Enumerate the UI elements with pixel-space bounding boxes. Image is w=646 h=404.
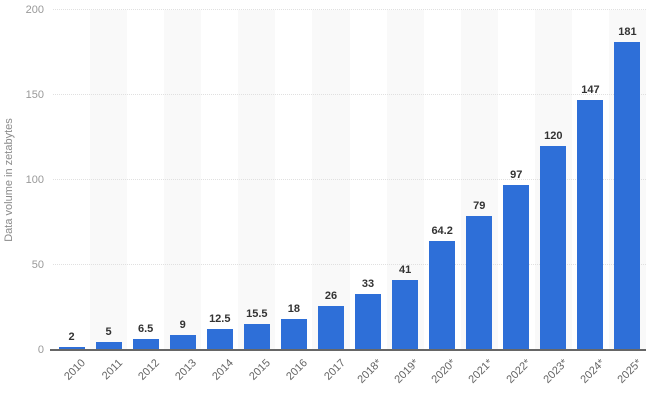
bar-2017	[317, 305, 344, 350]
bar-value-label: 181	[618, 26, 637, 39]
y-tick-label-50: 50	[31, 259, 44, 271]
bar-2010	[58, 346, 85, 350]
bar-2019*	[392, 280, 419, 350]
bar-value-label: 64.2	[431, 224, 453, 237]
x-tick-label-2015: 2015	[247, 357, 274, 383]
bar-value-label: 120	[544, 130, 563, 142]
bar-2011	[95, 341, 122, 350]
bar-2018*	[355, 293, 382, 350]
gridline-100	[53, 179, 646, 180]
bar-value-label: 2	[68, 330, 75, 343]
x-axis-line	[50, 349, 646, 351]
x-tick-label-2012: 2012	[136, 357, 163, 383]
bar-2012	[132, 338, 159, 350]
bar-2023*	[540, 146, 567, 350]
gridline-150	[53, 94, 646, 95]
bar-value-label: 9	[179, 318, 186, 331]
x-tick-label-2010: 2010	[62, 357, 88, 383]
x-tick-label-2024*: 2024*	[578, 357, 607, 386]
gridline-50	[53, 264, 646, 265]
plot-band: 26	[312, 10, 350, 350]
bar-value-label: 79	[473, 199, 486, 212]
bar-value-label: 26	[324, 289, 338, 302]
plot-band: 97	[498, 10, 535, 350]
plot-band: 33	[350, 10, 387, 350]
bar-value-label: 33	[361, 277, 375, 290]
x-tick-label-2019*: 2019*	[392, 357, 422, 386]
bar-value-label: 15.5	[246, 307, 268, 320]
plot-band: 9	[164, 10, 202, 350]
bar-value-label: 6.5	[138, 322, 154, 335]
bar-value-label: 5	[105, 325, 112, 338]
plot-band: 18	[275, 10, 312, 350]
plot-band: 181	[608, 10, 646, 350]
x-tick-label-2022*: 2022*	[503, 357, 533, 386]
bar-value-label: 12.5	[209, 312, 231, 325]
x-tick-label-2023*: 2023*	[540, 357, 570, 386]
x-tick-label-2016: 2016	[284, 357, 311, 383]
plot-band: 41	[386, 10, 424, 350]
bar-2013	[169, 334, 196, 350]
plot-band: 79	[460, 10, 498, 350]
y-tick-label-100: 100	[25, 174, 44, 186]
x-tick-label-2020*: 2020*	[429, 357, 459, 386]
bar-2020*	[429, 240, 456, 350]
gridline-200	[53, 9, 646, 10]
x-tick-label-2018*: 2018*	[355, 357, 385, 386]
bar-value-label: 97	[510, 169, 523, 182]
x-tick-label-2021*: 2021*	[466, 357, 496, 386]
bar-2015	[243, 323, 270, 350]
y-tick-label-0: 0	[37, 344, 44, 356]
plot-band: 64.2	[424, 10, 461, 350]
x-tick-label-2011: 2011	[99, 357, 126, 383]
bar-2025*	[614, 42, 641, 350]
plot-band: 15.5	[238, 10, 276, 350]
plot-band: 2	[53, 10, 90, 350]
bar-value-label: 18	[287, 303, 301, 316]
plot-band: 120	[534, 10, 572, 350]
x-tick-label-2017: 2017	[321, 357, 348, 383]
bar-2016	[280, 319, 307, 350]
plot-band: 12.5	[201, 10, 238, 350]
y-tick-label-200: 200	[25, 4, 44, 16]
y-tick-label-150: 150	[25, 89, 44, 101]
bar-value-label: 41	[398, 264, 412, 277]
plot-area: 2 5 6.5 9 12.5 15.5 18 26 33 41 64.2 79 97 120 147 181	[53, 9, 646, 350]
bar-2021*	[466, 215, 493, 350]
plot-band: 6.5	[127, 10, 164, 350]
x-tick-label-2013: 2013	[173, 357, 200, 383]
plot-band: 147	[572, 10, 609, 350]
plot-band: 5	[90, 10, 128, 350]
bar-2022*	[503, 185, 530, 350]
x-tick-label-2014: 2014	[210, 357, 237, 383]
bar-value-label: 147	[581, 84, 600, 97]
bar-2024*	[577, 100, 604, 350]
x-tick-label-2025*: 2025*	[615, 357, 644, 386]
bar-2014	[206, 328, 233, 350]
